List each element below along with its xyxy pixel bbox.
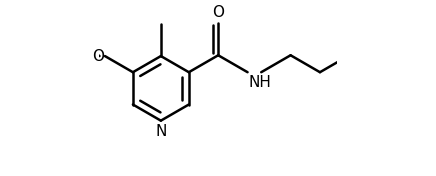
- Text: O: O: [212, 5, 224, 20]
- Text: NH: NH: [249, 75, 271, 90]
- Text: O: O: [92, 49, 104, 64]
- Text: N: N: [155, 124, 167, 139]
